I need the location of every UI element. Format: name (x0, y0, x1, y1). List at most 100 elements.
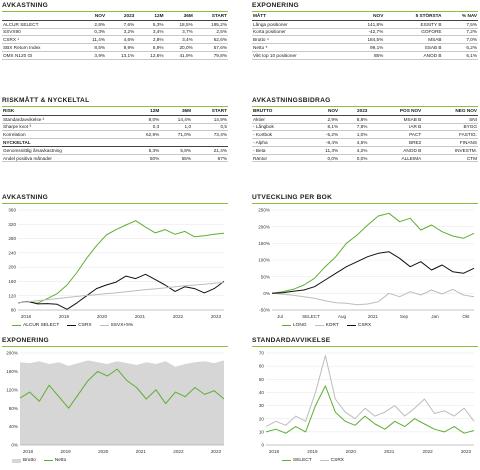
table-cell: SSVX90 (2, 28, 78, 37)
y-tick-label: 40% (9, 424, 18, 429)
legend-swatch (12, 324, 21, 327)
column-header (2, 12, 78, 21)
table-cell: 4,2% (339, 146, 369, 155)
chart-standardavvikelse-title: STANDARDAVVIKELSE (252, 337, 478, 347)
chart-exponering-title: EXPONERING (2, 337, 228, 347)
legend-swatch (43, 459, 53, 462)
column-header: START (192, 107, 228, 116)
y-tick-label: 50 (259, 377, 265, 382)
table-cell: SBX Return Index (2, 43, 78, 52)
table-cell: 9,9% (106, 43, 136, 52)
table-row: CSRX ¹ 11,4% 4,6% 2,8% 3,4% 62,6% (2, 35, 228, 45)
table-cell: MSAB B (368, 115, 423, 124)
x-tick-label: 2020 (98, 449, 109, 454)
column-header: NOV (77, 12, 107, 21)
y-tick-label: 120 (8, 293, 16, 298)
table-row: Andel positiva månader 50% 55% 67% (2, 154, 228, 163)
y-tick-label: 200% (258, 224, 270, 229)
table-row: Aktier 2,9% 8,8% MSAB B SNI (252, 115, 478, 124)
y-tick-label: 160% (6, 369, 18, 374)
exponering-table-panel: EXPONERING MÅTT NOV 5 STÖRSTA% NAV Långa po… (252, 2, 478, 60)
x-tick-label: Sep (400, 314, 409, 319)
table-cell: 67% (192, 154, 228, 163)
legend-item: Netto (43, 458, 66, 463)
table-row: - Långbok 8,1% 7,8% IAR B BYGG (252, 123, 478, 132)
table-cell: 0,3% (77, 28, 107, 37)
series-line-long (271, 212, 475, 294)
legend-label: Brutto (23, 458, 36, 463)
table-cell: 71,0% (160, 130, 193, 140)
y-tick-label: 160 (8, 279, 16, 284)
table-header-row: RISK 12M 36M START (2, 107, 228, 116)
table-cell: 13,1% (106, 51, 136, 60)
table-cell: 1,0% (339, 130, 369, 140)
table-row: OMX N120 GI 3,9% 13,1% 12,6% 41,9% 79,8% (2, 51, 228, 60)
column-header: START (193, 12, 228, 21)
series-line-csrx (17, 273, 225, 310)
table-cell: 8,8% (339, 115, 369, 124)
column-header: 36M (164, 12, 194, 21)
table-cell: 195,2% (193, 20, 228, 29)
table-cell: 41,9% (164, 51, 194, 60)
x-tick-label: Okt (462, 314, 470, 319)
legend-item: CSRX (67, 323, 92, 328)
table-cell: 8,1% (304, 123, 340, 132)
table-cell: INVESTM. (422, 146, 478, 155)
y-tick-label: 200 (8, 265, 16, 270)
table-cell: 21,4% (192, 146, 228, 155)
table-cell: OMX N120 GI (2, 51, 78, 60)
column-header: 2023 (106, 12, 136, 21)
legend-label: SELECT (293, 458, 312, 463)
avkastning-table: NOV 2023 12M 36M START ALCUR SELECT 2,8% 7,6% 5,… (2, 12, 228, 60)
table-cell: 6,9% (135, 43, 165, 52)
column-header: RISK (2, 107, 129, 116)
table-cell: - Långbok (252, 123, 305, 132)
legend-swatch (282, 459, 291, 462)
avkastning-table-title: AVKASTNING (2, 2, 228, 12)
y-tick-label: 70 (259, 351, 265, 356)
table-cell: ANOD B (384, 51, 443, 60)
column-header: 12M (128, 107, 161, 116)
y-tick-label: 120% (6, 387, 18, 392)
column-header: % NAV (442, 12, 478, 21)
legend-label: SSVX+5% (110, 323, 134, 328)
series-line-ssvx-5- (17, 282, 225, 304)
x-tick-label: 2021 (135, 314, 146, 319)
table-cell: 3,7% (164, 28, 194, 37)
table-cell: 62,9% (128, 130, 161, 140)
y-tick-label: 10 (259, 429, 265, 434)
y-tick-label: 80 (11, 308, 17, 313)
legend-label: ALCUR SELECT (23, 323, 60, 328)
table-cell: 62,6% (193, 35, 228, 45)
table-cell: ANOD B (368, 146, 423, 155)
series-line-csrx (265, 355, 475, 428)
table-row: - Beta 11,3% 4,2% ANOD B INVESTM. (252, 146, 478, 155)
table-cell: 7,6% (106, 20, 136, 29)
table-cell: 4,6% (106, 35, 136, 45)
table-cell: PACT (368, 130, 423, 140)
chart-exponering-legend: Brutto Netto (12, 458, 66, 463)
y-tick-label: 0% (11, 443, 18, 448)
table-cell: 3,2% (106, 28, 136, 37)
table-row: Räntor 0,0% 0,0% ALLEIMA CTM (252, 154, 478, 163)
exponering-table: MÅTT NOV 5 STÖRSTA% NAV Långa positioner 141… (252, 12, 478, 60)
table-cell: FASTIG. (422, 130, 478, 140)
table-cell: - Alpha (252, 138, 305, 147)
y-tick-label: -50% (259, 308, 270, 313)
x-tick-label: 2019 (307, 449, 318, 454)
table-cell: 2,5% (193, 28, 228, 37)
table-cell: 0,3 (128, 123, 161, 132)
table-cell: -42,7% (347, 28, 385, 37)
chart-standardavvikelse: 70 60 50 40 30 20 10 0 2018 2019 2020 2021 2022 2023 (259, 351, 475, 454)
table-cell: Standardavvikelse ² (2, 115, 129, 124)
column-header: 12M (135, 12, 165, 21)
x-tick-label: 2021 (384, 449, 395, 454)
table-cell: 11,3% (304, 146, 340, 155)
table-cell: ESSITY B (384, 20, 443, 29)
table-cell: Netto ⁵ (252, 43, 348, 52)
series-line-kort (271, 288, 475, 306)
table-cell: 55% (160, 154, 193, 163)
table-cell: MSAB (384, 35, 443, 45)
table-cell: SSAB B (384, 43, 443, 52)
table-cell: BRE2 (368, 138, 423, 147)
